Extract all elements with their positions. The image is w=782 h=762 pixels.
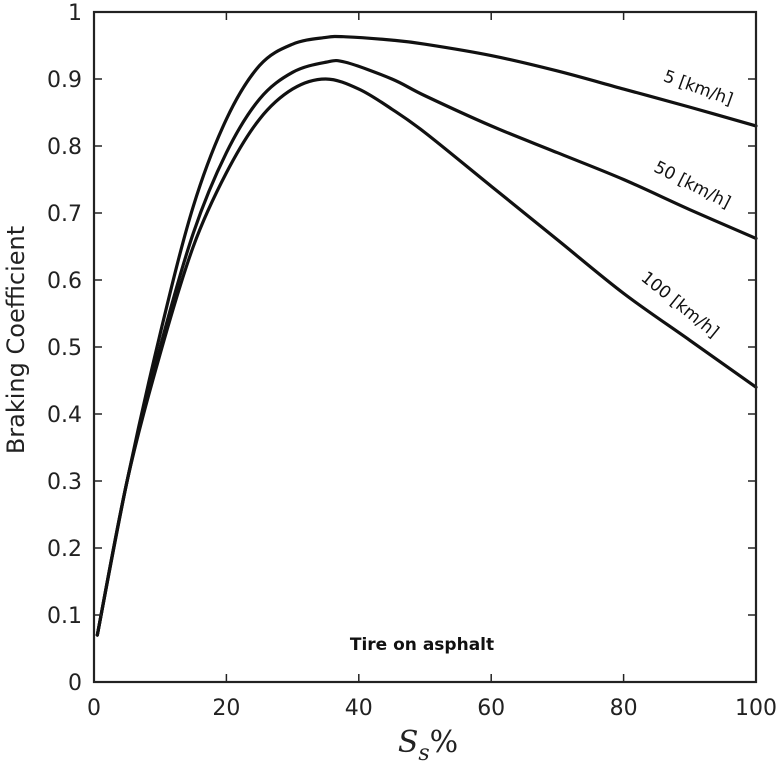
axis-ticks: 0 20 40 60 80 100 0 0.1 0.2 0.3 0.4 0.5 0.6 0.7 0.8 0.9… [47,1,777,721]
y-tick-label: 0.4 [47,403,82,428]
x-tick-label: 20 [212,696,240,721]
y-tick-label: 1 [68,1,82,26]
y-tick-label: 0.7 [47,202,82,227]
y-tick-label: 0.6 [47,269,82,294]
x-axis-title-suffix: % [430,725,459,760]
x-tick-label: 40 [345,696,373,721]
series-line-2 [95,77,758,637]
y-tick-label: 0.5 [47,336,82,361]
x-tick-label: 0 [87,696,101,721]
y-tick-label: 0.9 [47,68,82,93]
series-group [95,34,758,637]
series-line-0 [95,34,758,637]
y-axis-title: Braking Coefficient [2,226,30,454]
x-tick-label: 80 [610,696,638,721]
y-tick-label: 0.2 [47,537,82,562]
y-tick-label: 0 [68,671,82,696]
y-tick-label: 0.8 [47,135,82,160]
x-axis-title-main: S [398,725,419,760]
x-tick-label: 60 [477,696,505,721]
x-tick-label: 100 [735,696,777,721]
x-axis-title: Ss% [398,725,458,762]
plot-background [94,12,756,682]
y-tick-label: 0.3 [47,470,82,495]
series-line-1 [95,58,758,637]
x-axis-title-subscript: s [418,741,429,762]
annotation-text: Tire on asphalt [350,635,494,655]
y-tick-label: 0.1 [47,604,82,629]
